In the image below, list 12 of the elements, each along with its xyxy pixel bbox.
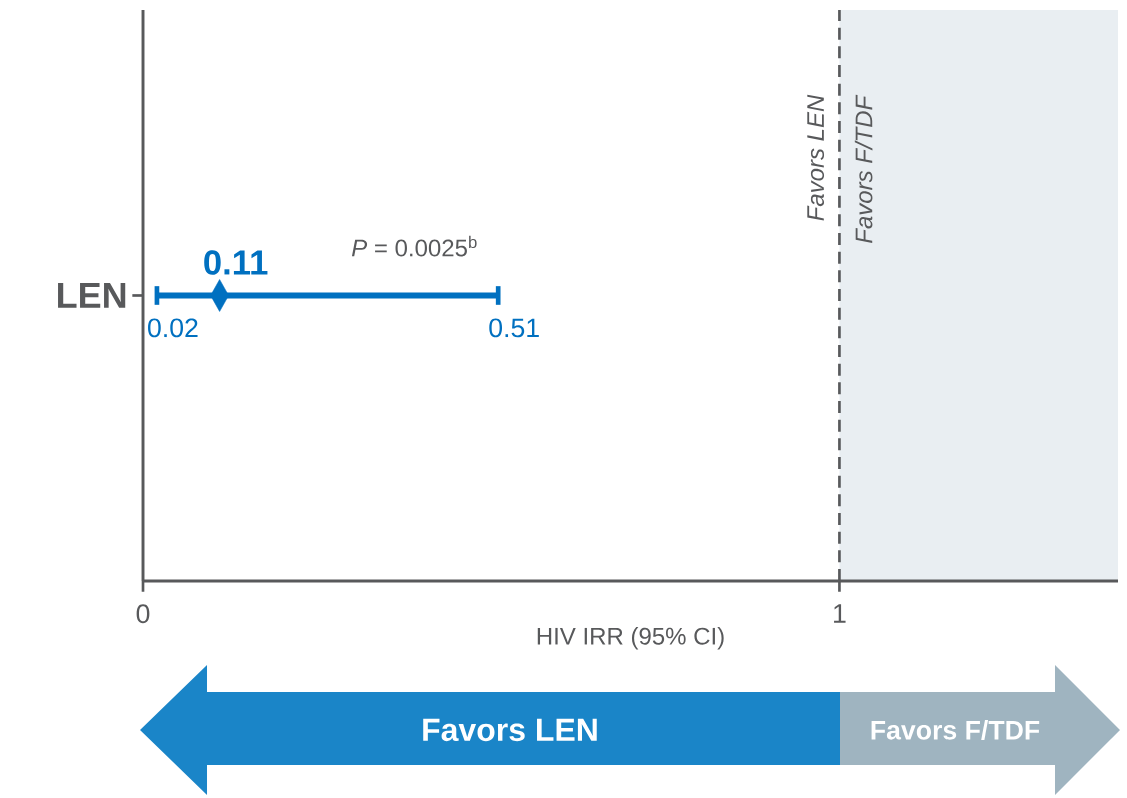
annotation: Favors LEN bbox=[807, 94, 825, 221]
x-tick-label: 0 bbox=[136, 604, 150, 624]
annotation: 0.02 bbox=[148, 318, 198, 338]
text: Favors LEN bbox=[423, 718, 597, 742]
x-axis-title: HIV IRR (95% CI) bbox=[537, 627, 724, 650]
annotation: Favors F/TDF bbox=[854, 94, 873, 244]
x-tick-label: 1 bbox=[834, 604, 846, 623]
text: Favors F/TDF bbox=[871, 720, 1040, 740]
annotation: P = 0.0025$^{b}$ bbox=[351, 235, 477, 257]
annotation: 0.51 bbox=[489, 318, 539, 338]
data-label: 0.11 bbox=[204, 250, 268, 275]
y-tick-label: LEN bbox=[58, 283, 126, 308]
